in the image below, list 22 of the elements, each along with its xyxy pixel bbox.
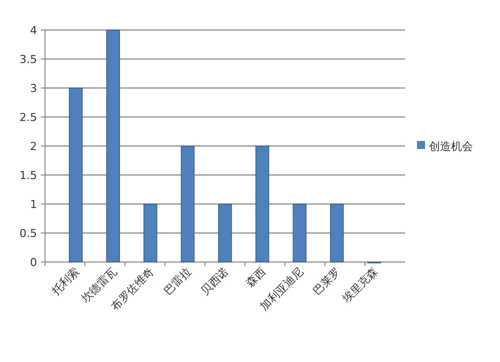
y-tick-label: 0.5: [20, 226, 37, 240]
y-tick-label: 2.5: [20, 110, 37, 124]
bar: [292, 204, 306, 262]
bar: [106, 30, 120, 262]
y-tick-label: 4: [30, 24, 37, 37]
x-tick-label: 巴雷拉: [161, 264, 194, 298]
y-tick-label: 1: [30, 198, 37, 211]
x-tick-label: 森西: [244, 264, 268, 290]
legend-label: 创造机会: [429, 140, 473, 153]
bar: [330, 204, 344, 262]
bar: [180, 146, 195, 262]
bar: [68, 88, 83, 262]
y-tick-label: 0: [30, 256, 37, 269]
bar: [144, 204, 158, 262]
x-tick-label: 托利索: [48, 264, 82, 298]
bar: [218, 204, 232, 262]
y-tick-label: 3.5: [20, 52, 37, 66]
x-tick-label: 贝西诺: [198, 264, 232, 298]
y-tick-label: 1.5: [20, 168, 37, 182]
bar: [255, 146, 270, 262]
y-tick-label: 3: [30, 82, 37, 95]
y-tick-label: 2: [30, 140, 37, 153]
